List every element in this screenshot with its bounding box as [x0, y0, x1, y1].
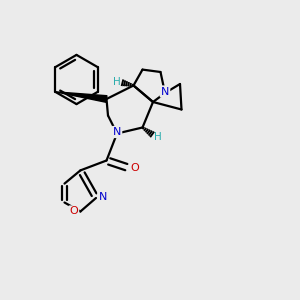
Text: H: H [113, 76, 121, 87]
Text: N: N [113, 127, 121, 137]
Text: N: N [161, 86, 169, 97]
Text: O: O [130, 163, 139, 173]
Text: H: H [154, 132, 162, 142]
Polygon shape [55, 92, 107, 102]
Text: N: N [98, 191, 107, 202]
Text: O: O [69, 206, 78, 217]
